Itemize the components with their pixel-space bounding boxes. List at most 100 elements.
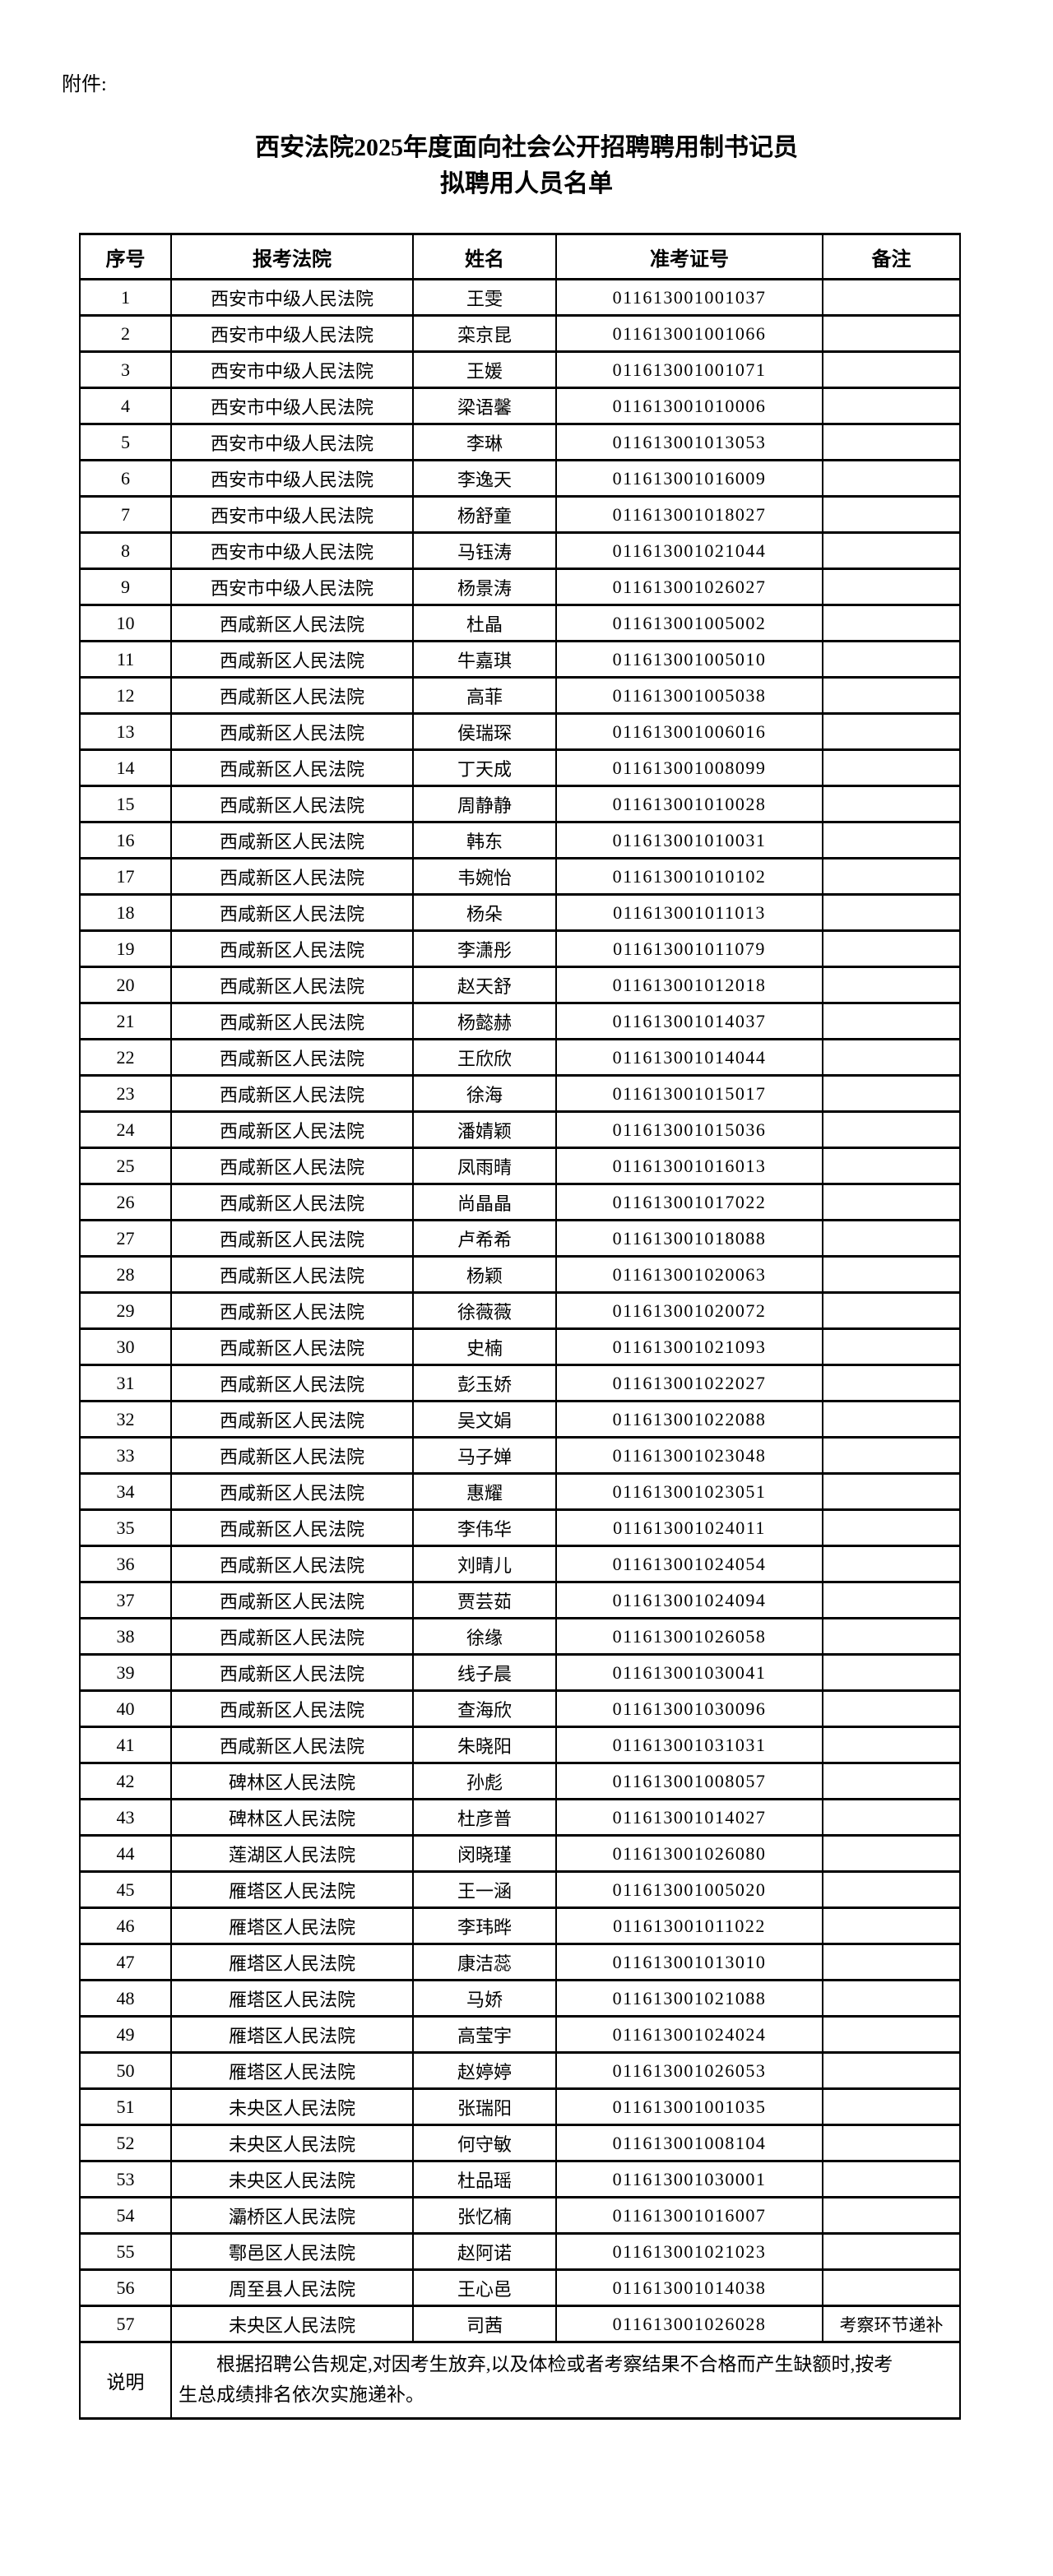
table-row: 27 西咸新区人民法院 卢希希 011613001018088: [79, 1219, 961, 1258]
table-row: 5 西安市中级人民法院 李琳 011613001013053: [79, 423, 961, 461]
table-row: 56 周至县人民法院 王心邑 011613001014038: [79, 2268, 961, 2307]
serial-cell: 40: [79, 1689, 172, 1728]
court-cell: 西咸新区人民法院: [170, 1726, 414, 1764]
court-cell: 西安市中级人民法院: [170, 531, 414, 570]
remark-cell: [822, 604, 961, 642]
serial-cell: 54: [79, 2196, 172, 2235]
remark-cell: [822, 1762, 961, 1800]
serial-cell: 17: [79, 857, 172, 896]
column-header-remark: 备注: [822, 233, 961, 280]
table-row: 52 未央区人民法院 何守敏 011613001008104: [79, 2124, 961, 2162]
remark-cell: [822, 1038, 961, 1077]
court-cell: 西安市中级人民法院: [170, 495, 414, 534]
ticket-cell: 011613001008099: [555, 748, 823, 787]
remark-cell: [822, 1907, 961, 1945]
remark-cell: [822, 676, 961, 715]
name-cell: 张瑞阳: [412, 2087, 557, 2126]
name-cell: 吴文娟: [412, 1400, 557, 1439]
court-cell: 西咸新区人民法院: [170, 1002, 414, 1040]
ticket-cell: 011613001005038: [555, 676, 823, 715]
serial-cell: 19: [79, 929, 172, 968]
document-title: 西安法院2025年度面向社会公开招聘聘用制书记员 拟聘用人员名单: [0, 130, 1053, 202]
attachment-label: 附件:: [62, 74, 107, 95]
table-row: 35 西咸新区人民法院 李伟华 011613001024011: [79, 1508, 961, 1547]
ticket-cell: 011613001021044: [555, 531, 823, 570]
remark-cell: [822, 1834, 961, 1873]
serial-cell: 20: [79, 966, 172, 1004]
court-cell: 西咸新区人民法院: [170, 1508, 414, 1547]
table-row: 47 雁塔区人民法院 康洁蕊 011613001013010: [79, 1943, 961, 1981]
remark-cell: [822, 640, 961, 679]
ticket-cell: 011613001026058: [555, 1617, 823, 1656]
ticket-cell: 011613001020063: [555, 1255, 823, 1294]
serial-cell: 41: [79, 1726, 172, 1764]
court-cell: 西咸新区人民法院: [170, 1074, 414, 1113]
court-cell: 雁塔区人民法院: [170, 1870, 414, 1909]
ticket-cell: 011613001022027: [555, 1364, 823, 1402]
serial-cell: 10: [79, 604, 172, 642]
name-cell: 张忆楠: [412, 2196, 557, 2235]
court-cell: 西咸新区人民法院: [170, 1038, 414, 1077]
serial-cell: 52: [79, 2124, 172, 2162]
serial-cell: 34: [79, 1472, 172, 1511]
serial-cell: 18: [79, 893, 172, 932]
court-cell: 西咸新区人民法院: [170, 604, 414, 642]
serial-cell: 25: [79, 1147, 172, 1185]
ticket-cell: 011613001017022: [555, 1183, 823, 1221]
ticket-cell: 011613001016009: [555, 459, 823, 498]
table-row: 26 西咸新区人民法院 尚晶晶 011613001017022: [79, 1183, 961, 1221]
ticket-cell: 011613001001066: [555, 314, 823, 353]
ticket-cell: 011613001026053: [555, 2051, 823, 2090]
table-row: 11 西咸新区人民法院 牛嘉琪 011613001005010: [79, 640, 961, 679]
table-row: 22 西咸新区人民法院 王欣欣 011613001014044: [79, 1038, 961, 1077]
court-cell: 西咸新区人民法院: [170, 785, 414, 823]
court-cell: 雁塔区人民法院: [170, 1907, 414, 1945]
court-cell: 西咸新区人民法院: [170, 929, 414, 968]
table-row: 45 雁塔区人民法院 王一涵 011613001005020: [79, 1870, 961, 1909]
remark-cell: [822, 1581, 961, 1619]
ticket-cell: 011613001026027: [555, 568, 823, 606]
table-row: 18 西咸新区人民法院 杨朵 011613001011013: [79, 893, 961, 932]
ticket-cell: 011613001018088: [555, 1219, 823, 1258]
ticket-cell: 011613001014027: [555, 1798, 823, 1837]
serial-cell: 30: [79, 1327, 172, 1366]
name-cell: 惠耀: [412, 1472, 557, 1511]
ticket-cell: 011613001013053: [555, 423, 823, 461]
court-cell: 雁塔区人民法院: [170, 1943, 414, 1981]
court-cell: 西咸新区人民法院: [170, 857, 414, 896]
court-cell: 西咸新区人民法院: [170, 1219, 414, 1258]
serial-cell: 26: [79, 1183, 172, 1221]
table-row: 40 西咸新区人民法院 查海欣 011613001030096: [79, 1689, 961, 1728]
name-cell: 赵天舒: [412, 966, 557, 1004]
court-cell: 碑林区人民法院: [170, 1762, 414, 1800]
name-cell: 马子婵: [412, 1436, 557, 1475]
title-line-2: 拟聘用人员名单: [440, 169, 613, 197]
table-row: 12 西咸新区人民法院 高菲 011613001005038: [79, 676, 961, 715]
ticket-cell: 011613001021088: [555, 1979, 823, 2018]
remark-cell: [822, 1726, 961, 1764]
ticket-cell: 011613001005002: [555, 604, 823, 642]
remark-cell: [822, 1291, 961, 1330]
serial-cell: 22: [79, 1038, 172, 1077]
remark-cell: [822, 278, 961, 317]
name-cell: 卢希希: [412, 1219, 557, 1258]
name-cell: 司茜: [412, 2305, 557, 2343]
table-row: 10 西咸新区人民法院 杜晶 011613001005002: [79, 604, 961, 642]
name-cell: 侯瑞琛: [412, 712, 557, 751]
table-row: 28 西咸新区人民法院 杨颖 011613001020063: [79, 1255, 961, 1294]
ticket-cell: 011613001024094: [555, 1581, 823, 1619]
name-cell: 何守敏: [412, 2124, 557, 2162]
name-cell: 王媛: [412, 350, 557, 389]
court-cell: 未央区人民法院: [170, 2087, 414, 2126]
name-cell: 丁天成: [412, 748, 557, 787]
court-cell: 西咸新区人民法院: [170, 966, 414, 1004]
remark-cell: [822, 785, 961, 823]
remark-cell: [822, 1979, 961, 2018]
table-row: 25 西咸新区人民法院 凤雨晴 011613001016013: [79, 1147, 961, 1185]
court-cell: 西咸新区人民法院: [170, 1581, 414, 1619]
court-cell: 西咸新区人民法院: [170, 1291, 414, 1330]
remark-cell: [822, 1110, 961, 1149]
table-row: 8 西安市中级人民法院 马钰涛 011613001021044: [79, 531, 961, 570]
ticket-cell: 011613001024054: [555, 1545, 823, 1583]
table-row: 6 西安市中级人民法院 李逸天 011613001016009: [79, 459, 961, 498]
